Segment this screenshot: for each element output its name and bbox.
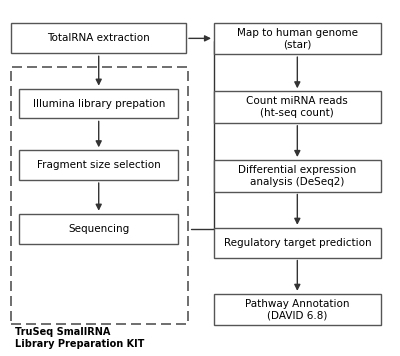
FancyBboxPatch shape (19, 89, 178, 119)
Text: TotalRNA extraction: TotalRNA extraction (47, 33, 150, 43)
Text: Regulatory target prediction: Regulatory target prediction (224, 238, 371, 248)
Text: Illumina library prepation: Illumina library prepation (32, 99, 165, 109)
Text: Sequencing: Sequencing (68, 224, 129, 234)
Text: Differential expression
analysis (DeSeq2): Differential expression analysis (DeSeq2… (238, 165, 356, 187)
Text: Pathway Annotation
(DAVID 6.8): Pathway Annotation (DAVID 6.8) (245, 299, 350, 320)
FancyBboxPatch shape (11, 23, 186, 53)
FancyBboxPatch shape (214, 228, 381, 258)
FancyBboxPatch shape (214, 294, 381, 325)
Text: Count miRNA reads
(ht-seq count): Count miRNA reads (ht-seq count) (246, 96, 348, 118)
FancyBboxPatch shape (214, 160, 381, 192)
FancyBboxPatch shape (19, 214, 178, 244)
Text: Fragment size selection: Fragment size selection (37, 160, 160, 170)
Text: Map to human genome
(star): Map to human genome (star) (237, 27, 358, 49)
FancyBboxPatch shape (19, 150, 178, 180)
Text: TruSeq SmallRNA
Library Preparation KIT: TruSeq SmallRNA Library Preparation KIT (15, 327, 145, 349)
FancyBboxPatch shape (214, 91, 381, 123)
FancyBboxPatch shape (214, 22, 381, 54)
